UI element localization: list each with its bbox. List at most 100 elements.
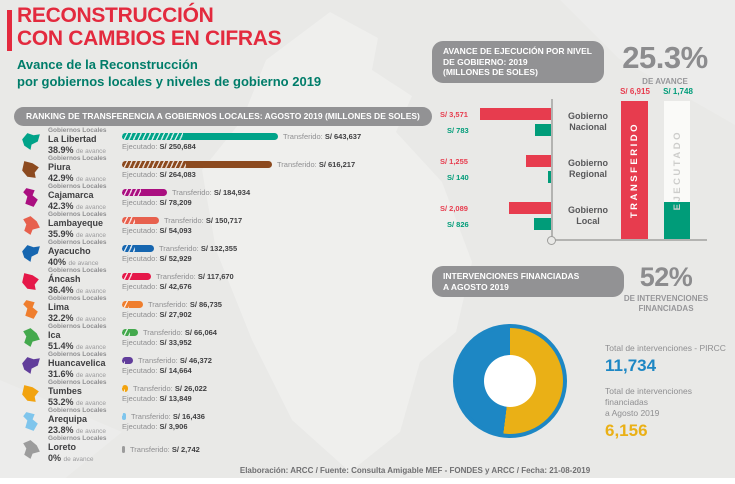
level-chart-header-pill: AVANCE DE EJECUCIÓN POR NIVEL DE GOBIERN… — [432, 41, 604, 83]
financed-pct-value: 52% — [639, 262, 693, 292]
level-transfer-value: S/ 3,571 — [440, 110, 468, 119]
level-chart: S/ 3,571 S/ 783 Gobierno Nacional S/ 1,255 S… — [432, 87, 722, 247]
level-transfer-bar — [526, 155, 551, 167]
region-avance: 38.9% de avance — [48, 145, 122, 155]
region-name: Lambayeque — [48, 218, 104, 229]
transfer-label-text: Transferido: — [133, 384, 173, 393]
ejecutado-total-bar: EJECUTADO — [664, 101, 690, 239]
level-transfer-bar — [509, 202, 551, 214]
region-bar-line: Transferido: S/ 86,735 — [122, 300, 430, 309]
region-group-label: Gobiernos Locales — [48, 210, 107, 218]
region-row-ayacucho: Gobiernos Locales Ayacucho 40% de avance Tr… — [12, 239, 430, 267]
transfer-value: S/ 616,217 — [318, 160, 356, 169]
region-avance-suffix: de avance — [76, 399, 107, 407]
region-executed-label: Ejecutado: S/ 42,676 — [122, 282, 430, 291]
region-transfer-bar — [122, 301, 143, 308]
level-executed-value: S/ 826 — [447, 220, 469, 229]
region-map-icon — [12, 353, 48, 378]
executed-label-text: Ejecutado: — [122, 338, 158, 347]
region-executed-hatch — [122, 413, 123, 420]
transfer-label-text: Transferido: — [143, 328, 183, 337]
transferido-total-bar: TRANSFERIDO — [621, 101, 648, 239]
executed-label-text: Ejecutado: — [122, 422, 158, 431]
transfer-value: S/ 26,022 — [174, 384, 207, 393]
region-map-icon — [12, 297, 48, 322]
region-meta: Gobiernos Locales Tumbes 53.2% de avance — [48, 379, 122, 407]
region-row-ica: Gobiernos Locales Ica 51.4% de avance Trans… — [12, 323, 430, 351]
avance-total-value: 25.3% — [622, 40, 708, 75]
region-transfer-label: Transferido: S/ 150,717 — [164, 216, 242, 225]
region-transfer-bar — [122, 161, 272, 168]
region-transfer-bar — [122, 329, 138, 336]
region-bars: Transferido: S/ 2,742 — [122, 444, 430, 454]
level-executed-bar — [534, 218, 551, 230]
region-transfer-label: Transferido: S/ 66,064 — [143, 328, 217, 337]
region-executed-label: Ejecutado: S/ 27,902 — [122, 310, 430, 319]
region-bar-line: Transferido: S/ 643,637 — [122, 132, 430, 141]
ejecutado-bar-label: EJECUTADO — [671, 129, 683, 211]
region-map-icon — [12, 213, 48, 238]
region-transfer-label: Transferido: S/ 184,934 — [172, 188, 250, 197]
region-executed-hatch — [122, 301, 129, 308]
region-bar-line: Transferido: S/ 46,372 — [122, 356, 430, 365]
region-avance-value: 51.4% — [48, 340, 74, 351]
region-executed-hatch — [122, 217, 136, 224]
region-avance: 36.4% de avance — [48, 285, 122, 295]
region-executed-hatch — [122, 357, 126, 364]
region-meta: Gobiernos Locales Piura 42.9% de avance — [48, 155, 122, 183]
region-executed-hatch — [122, 273, 133, 280]
region-executed-hatch — [122, 245, 135, 252]
region-bars: Transferido: S/ 16,436 Ejecutado: S/ 3,90… — [122, 411, 430, 431]
level-chart-baseline — [551, 239, 707, 241]
page-title-line2: CON CAMBIOS EN CIFRAS — [17, 26, 282, 50]
financed-interventions-value: 6,156 — [605, 421, 648, 441]
region-bar-line: Transferido: S/ 66,064 — [122, 328, 430, 337]
region-executed-label: Ejecutado: S/ 52,929 — [122, 254, 430, 263]
region-row-la-libertad: Gobiernos Locales La Libertad 38.9% de ava… — [12, 127, 430, 155]
region-transfer-bar — [122, 245, 154, 252]
region-row-lima: Gobiernos Locales Lima 32.2% de avance Tran… — [12, 295, 430, 323]
total-transfer-value: S/ 6,915 — [620, 87, 650, 96]
region-executed-label: Ejecutado: S/ 250,684 — [122, 142, 430, 151]
region-transfer-label: Transferido: S/ 86,735 — [148, 300, 222, 309]
region-executed-hatch — [122, 189, 142, 196]
level-transfer-value: S/ 2,089 — [440, 204, 468, 213]
region-group-label: Gobiernos Locales — [48, 350, 107, 358]
region-transfer-bar — [122, 385, 128, 392]
region-avance-suffix: de avance — [76, 315, 107, 323]
transferido-bar-label: TRANSFERIDO — [629, 121, 640, 219]
transfer-label-text: Transferido: — [131, 412, 171, 421]
region-bar-line: Transferido: S/ 184,934 — [122, 188, 430, 197]
transfer-value: S/ 46,372 — [179, 356, 212, 365]
executed-label-text: Ejecutado: — [122, 226, 158, 235]
region-avance-value: 0% — [48, 452, 62, 463]
avance-total-label: DE AVANCE — [642, 77, 688, 86]
region-meta: Gobiernos Locales Áncash 36.4% de avance — [48, 267, 122, 295]
page-subtitle: Avance de la Reconstrucción por gobierno… — [17, 57, 321, 91]
transfer-value: S/ 16,436 — [172, 412, 205, 421]
region-bar-line: Transferido: S/ 2,742 — [122, 445, 430, 454]
executed-label-text: Ejecutado: — [122, 310, 158, 319]
executed-label-text: Ejecutado: — [122, 142, 158, 151]
region-avance-suffix: de avance — [76, 287, 107, 295]
region-map-icon — [12, 185, 48, 210]
ranking-rows: Gobiernos Locales La Libertad 38.9% de ava… — [12, 127, 430, 463]
region-bar-line: Transferido: S/ 16,436 — [122, 412, 430, 421]
region-name: Piura — [48, 162, 71, 173]
region-executed-hatch — [122, 161, 187, 168]
financed-pct-stat: 52% DE INTERVENCIONES FINANCIADAS — [606, 262, 726, 314]
transfer-label-text: Transferido: — [138, 356, 178, 365]
executed-value: S/ 52,929 — [159, 254, 192, 263]
executed-value: S/ 27,902 — [159, 310, 192, 319]
region-row-tumbes: Gobiernos Locales Tumbes 53.2% de avance Tr… — [12, 379, 430, 407]
region-avance-value: 53.2% — [48, 396, 74, 407]
region-meta: Gobiernos Locales Cajamarca 42.3% de avanc… — [48, 183, 122, 211]
executed-value: S/ 54,093 — [159, 226, 192, 235]
region-group-label: Gobiernos Locales — [48, 434, 107, 442]
region-transfer-bar — [122, 217, 159, 224]
level-chart-axis — [551, 99, 553, 239]
region-bars: Transferido: S/ 46,372 Ejecutado: S/ 14,6… — [122, 355, 430, 375]
page-subtitle-line1: Avance de la Reconstrucción — [17, 57, 198, 72]
region-avance-suffix: de avance — [76, 147, 107, 155]
interventions-donut-chart — [453, 324, 567, 438]
